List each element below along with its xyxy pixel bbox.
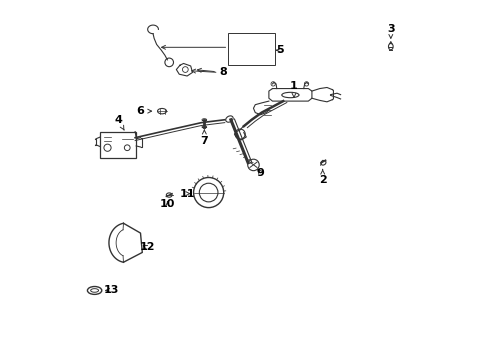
Text: 8: 8 xyxy=(197,67,227,77)
Text: 7: 7 xyxy=(200,130,208,146)
Bar xyxy=(228,33,274,65)
Text: 13: 13 xyxy=(103,285,119,296)
Text: 2: 2 xyxy=(318,170,326,185)
Text: 6: 6 xyxy=(136,106,151,116)
Text: 3: 3 xyxy=(386,24,394,38)
Text: 12: 12 xyxy=(139,242,154,252)
Text: 4: 4 xyxy=(114,115,124,130)
Text: 5: 5 xyxy=(275,45,283,55)
Text: 11: 11 xyxy=(179,189,195,199)
Text: 1: 1 xyxy=(289,81,297,97)
Text: 9: 9 xyxy=(256,168,264,178)
Text: 10: 10 xyxy=(160,199,175,210)
Bar xyxy=(100,132,136,158)
